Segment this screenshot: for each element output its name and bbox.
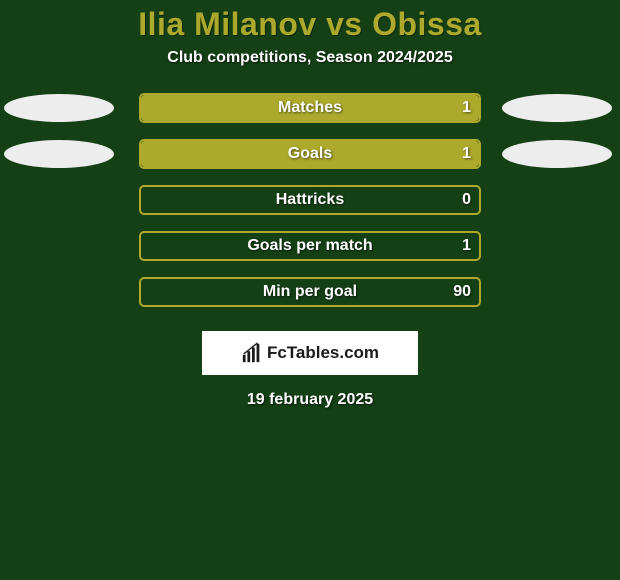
date-text: 19 february 2025 — [0, 391, 620, 409]
stat-bar: Goals per match1 — [139, 231, 481, 261]
stat-value: 0 — [462, 191, 471, 209]
stat-bar: Goals1 — [139, 139, 481, 169]
stat-row: Hattricks0 — [0, 177, 620, 223]
stat-row: Matches1 — [0, 85, 620, 131]
stat-bar-fill — [141, 141, 479, 167]
barchart-icon — [241, 342, 263, 364]
player-left-oval — [4, 140, 114, 168]
stat-value: 90 — [453, 283, 471, 301]
logo-text: FcTables.com — [267, 343, 379, 363]
stat-row: Min per goal90 — [0, 269, 620, 315]
stat-rows: Matches1 Goals1 Hattricks0 Goals per match1… — [0, 85, 620, 315]
stat-row: Goals1 — [0, 131, 620, 177]
stat-bar: Min per goal90 — [139, 277, 481, 307]
stat-bar-fill — [141, 95, 479, 121]
stat-row: Goals per match1 — [0, 223, 620, 269]
player-right-oval — [502, 94, 612, 122]
stat-label: Min per goal — [141, 283, 479, 301]
stat-label: Hattricks — [141, 191, 479, 209]
comparison-card: Ilia Milanov vs Obissa Club competitions… — [0, 0, 620, 580]
logo-box: FcTables.com — [202, 331, 418, 375]
player-left-oval — [4, 94, 114, 122]
page-title: Ilia Milanov vs Obissa — [0, 0, 620, 49]
stat-bar: Hattricks0 — [139, 185, 481, 215]
page-subtitle: Club competitions, Season 2024/2025 — [0, 49, 620, 85]
stat-value: 1 — [462, 237, 471, 255]
player-right-oval — [502, 140, 612, 168]
stat-label: Goals per match — [141, 237, 479, 255]
stat-bar: Matches1 — [139, 93, 481, 123]
